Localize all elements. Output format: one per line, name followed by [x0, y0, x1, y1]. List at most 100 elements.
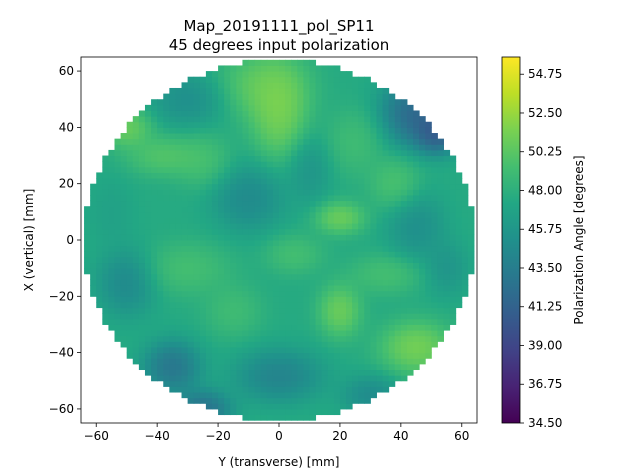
- heatmap-cell: [321, 200, 329, 207]
- heatmap-cell: [163, 200, 170, 207]
- heatmap-cell: [406, 172, 414, 179]
- heatmap-cell: [266, 110, 274, 117]
- heatmap-cell: [175, 330, 183, 337]
- heatmap-cell: [260, 346, 268, 354]
- heatmap-cell: [303, 380, 310, 387]
- heatmap-cell: [90, 285, 97, 292]
- heatmap-cell: [346, 71, 353, 78]
- heatmap-cell: [297, 403, 304, 410]
- heatmap-cell: [193, 352, 201, 359]
- heatmap-cell: [254, 76, 262, 83]
- heatmap-cell: [187, 386, 195, 393]
- heatmap-cell: [254, 223, 262, 230]
- heatmap-cell: [193, 397, 201, 404]
- heatmap-cell: [224, 318, 231, 325]
- heatmap-cell: [333, 245, 341, 252]
- heatmap-cell: [169, 133, 176, 140]
- heatmap-cell: [157, 251, 164, 258]
- heatmap-cell: [236, 352, 243, 359]
- heatmap-cell: [285, 133, 292, 140]
- heatmap-cell: [236, 285, 243, 292]
- heatmap-cell: [181, 313, 189, 320]
- heatmap-cell: [382, 346, 390, 354]
- heatmap-cell: [187, 279, 195, 286]
- heatmap-cell: [406, 273, 414, 280]
- heatmap-cell: [224, 301, 231, 309]
- heatmap-cell: [352, 318, 359, 325]
- heatmap-cell: [303, 397, 310, 404]
- heatmap-cell: [254, 392, 262, 399]
- heatmap-cell: [266, 392, 274, 399]
- heatmap-cell: [406, 285, 414, 292]
- heatmap-cell: [297, 228, 304, 235]
- heatmap-cell: [309, 172, 317, 179]
- heatmap-cell: [236, 223, 243, 230]
- heatmap-cell: [413, 200, 420, 207]
- heatmap-cell: [187, 245, 195, 252]
- heatmap-cell: [211, 363, 219, 371]
- heatmap-cell: [242, 110, 250, 117]
- heatmap-cell: [309, 301, 317, 309]
- heatmap-cell: [327, 149, 335, 157]
- heatmap-cell: [358, 290, 365, 297]
- heatmap-cell: [163, 245, 170, 252]
- heatmap-cell: [230, 149, 237, 157]
- heatmap-cell: [279, 392, 286, 399]
- heatmap-cell: [230, 369, 237, 376]
- heatmap-cell: [242, 161, 250, 168]
- heatmap-cell: [254, 346, 262, 354]
- heatmap-cell: [406, 110, 414, 117]
- heatmap-cell: [254, 301, 262, 309]
- heatmap-cell: [242, 211, 250, 218]
- heatmap-cell: [394, 251, 402, 258]
- heatmap-cell: [144, 290, 152, 297]
- heatmap-cell: [352, 330, 359, 337]
- heatmap-cell: [163, 172, 170, 179]
- heatmap-cell: [193, 234, 201, 241]
- heatmap-cell: [370, 178, 377, 185]
- heatmap-cell: [260, 127, 268, 134]
- heatmap-cell: [406, 358, 414, 365]
- heatmap-cell: [382, 375, 390, 382]
- heatmap-cell: [254, 408, 262, 416]
- heatmap-cell: [236, 324, 243, 331]
- heatmap-cell: [266, 256, 274, 264]
- heatmap-cell: [260, 99, 268, 106]
- heatmap-cell: [205, 82, 213, 89]
- heatmap-cell: [181, 138, 189, 145]
- heatmap-cell: [193, 93, 201, 100]
- heatmap-cell: [285, 71, 292, 78]
- heatmap-cell: [364, 76, 371, 83]
- heatmap-cell: [230, 133, 237, 140]
- colorbar-tick-label: 39.00: [528, 338, 562, 352]
- heatmap-cell: [425, 307, 432, 314]
- heatmap-cell: [339, 290, 347, 297]
- heatmap-cell: [199, 183, 207, 190]
- colorbar-ticks: 34.5036.7539.0041.2543.5045.7548.0050.25…: [520, 67, 562, 430]
- heatmap-cell: [388, 273, 396, 280]
- heatmap-cell: [400, 363, 408, 371]
- heatmap-cell: [199, 127, 207, 134]
- heatmap-cell: [248, 392, 256, 399]
- heatmap-cell: [406, 330, 414, 337]
- heatmap-cell: [175, 93, 183, 100]
- heatmap-cell: [181, 380, 189, 387]
- heatmap-cell: [193, 127, 201, 134]
- heatmap-cell: [394, 99, 402, 106]
- heatmap-cell: [443, 223, 451, 230]
- heatmap-cell: [406, 251, 414, 258]
- heatmap-cell: [394, 335, 402, 342]
- heatmap-cell: [437, 290, 444, 297]
- heatmap-cell: [151, 149, 158, 157]
- heatmap-cell: [449, 211, 457, 218]
- heatmap-cell: [236, 217, 243, 224]
- heatmap-cell: [333, 65, 341, 72]
- heatmap-cell: [388, 341, 396, 348]
- heatmap-cell: [370, 110, 377, 117]
- heatmap-cell: [218, 403, 225, 410]
- heatmap-cell: [242, 223, 250, 230]
- heatmap-cell: [333, 386, 341, 393]
- heatmap-cell: [346, 324, 353, 331]
- heatmap-cell: [90, 290, 97, 297]
- heatmap-cell: [266, 307, 274, 314]
